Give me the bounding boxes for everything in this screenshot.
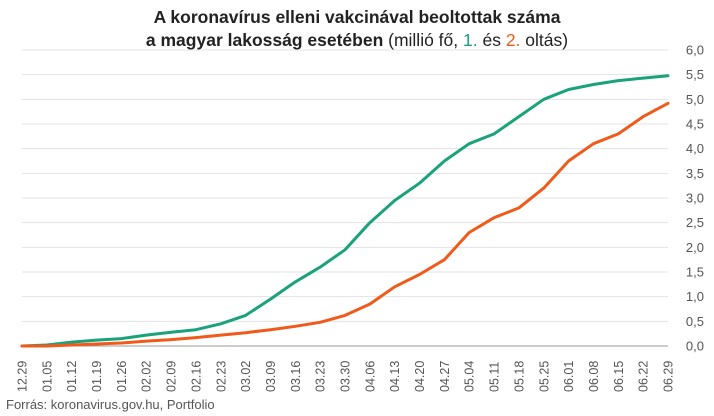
legend-dose-1: 1. <box>463 30 478 50</box>
y-tick-label: 0,0 <box>686 339 704 354</box>
title-unit-open: (millió fő, <box>383 30 463 50</box>
x-tick-label: 06.29 <box>662 361 676 392</box>
x-tick-label: 04.06 <box>363 361 377 392</box>
x-tick-label: 01.05 <box>40 361 54 392</box>
x-tick-label: 12.29 <box>16 361 30 392</box>
x-tick-label: 02.16 <box>189 361 203 392</box>
title-unit-close: oltás) <box>520 30 569 50</box>
y-tick-label: 2,0 <box>686 240 704 255</box>
legend-dose-2: 2. <box>505 30 521 50</box>
x-tick-label: 05.25 <box>537 361 551 392</box>
x-tick-label: 01.12 <box>65 361 79 392</box>
x-tick-label: 06.01 <box>562 361 576 392</box>
x-tick-label: 06.22 <box>637 361 651 392</box>
x-tick-label: 03.16 <box>289 361 303 392</box>
x-tick-label: 02.09 <box>165 361 179 392</box>
x-tick-label: 02.02 <box>140 361 154 392</box>
y-tick-label: 1,5 <box>686 265 704 280</box>
x-tick-label: 01.19 <box>90 361 104 392</box>
x-tick-label: 05.11 <box>488 362 502 392</box>
x-tick-label: 03.09 <box>264 361 278 392</box>
x-tick-label: 01.26 <box>115 361 129 392</box>
y-tick-label: 5,5 <box>686 67 704 82</box>
x-tick-label: 06.08 <box>587 361 601 392</box>
y-tick-label: 5,0 <box>686 92 704 107</box>
x-tick-label: 02.23 <box>214 361 228 392</box>
chart-title: A koronavírus elleni vakcinával beoltott… <box>0 6 714 52</box>
x-tick-label: 05.04 <box>463 361 477 392</box>
series-line-dose-2 <box>20 101 670 348</box>
x-tick-label: 04.27 <box>438 361 452 392</box>
x-tick-label: 03.30 <box>339 361 353 392</box>
x-tick-label: 05.18 <box>512 361 526 392</box>
y-tick-label: 2,5 <box>686 215 704 230</box>
x-tick-label: 03.23 <box>314 361 328 392</box>
y-tick-label: 4,5 <box>686 117 704 132</box>
y-tick-label: 4,0 <box>686 141 704 156</box>
title-and: és <box>477 30 506 50</box>
title-line-2: a magyar lakosság esetében <box>145 30 384 50</box>
y-tick-label: 1,0 <box>686 289 704 304</box>
y-tick-label: 3,5 <box>686 166 704 181</box>
source-note: Forrás: koronavirus.gov.hu, Portfolio <box>6 397 215 412</box>
title-line-1: A koronavírus elleni vakcinával beoltott… <box>153 7 561 27</box>
x-tick-label: 03.02 <box>239 361 253 392</box>
x-tick-label: 04.20 <box>413 361 427 392</box>
y-tick-label: 6,0 <box>686 43 704 58</box>
series-line-dose-1 <box>20 74 670 348</box>
x-tick-label: 06.15 <box>612 361 626 392</box>
x-tick-label: 04.13 <box>388 361 402 392</box>
y-tick-label: 0,5 <box>686 314 704 329</box>
y-tick-label: 3,0 <box>686 191 704 206</box>
